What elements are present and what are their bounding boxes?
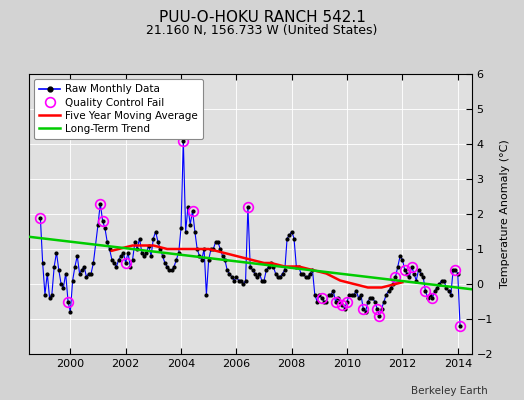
Text: 21.160 N, 156.733 W (United States): 21.160 N, 156.733 W (United States) (146, 24, 378, 37)
Y-axis label: Temperature Anomaly (°C): Temperature Anomaly (°C) (500, 140, 510, 288)
Text: Berkeley Earth: Berkeley Earth (411, 386, 487, 396)
Legend: Raw Monthly Data, Quality Control Fail, Five Year Moving Average, Long-Term Tren: Raw Monthly Data, Quality Control Fail, … (34, 79, 203, 139)
Text: PUU-O-HOKU RANCH 542.1: PUU-O-HOKU RANCH 542.1 (159, 10, 365, 25)
